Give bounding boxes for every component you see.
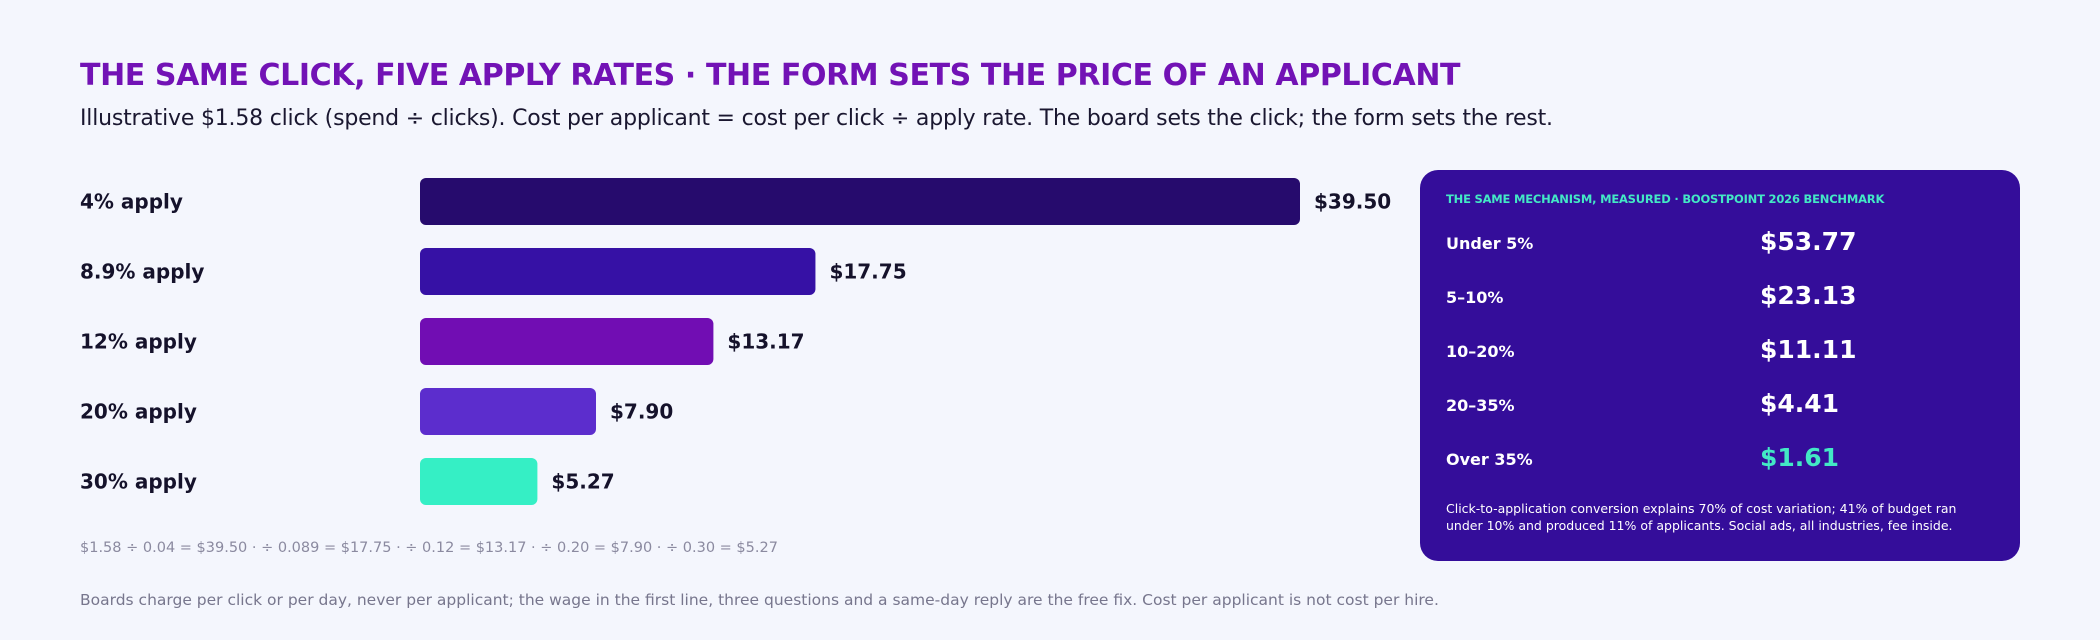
benchmark-row-value: $53.77: [1760, 227, 1857, 256]
benchmark-row: 5–10% $23.13: [1446, 274, 1994, 328]
bar: [420, 318, 714, 365]
benchmark-note: Click-to-application conversion explains…: [1446, 501, 1957, 533]
benchmark-row-value: $23.13: [1760, 281, 1857, 310]
bar-chart: 4% apply $39.50 8.9% apply $17.75 12% apply $…: [80, 178, 1391, 505]
chart-subtitle: Illustrative $1.58 click (spend ÷ clicks…: [80, 106, 1553, 131]
bar: [420, 388, 596, 435]
bars-layer: 4% apply $39.50 8.9% apply $17.75 12% apply $…: [80, 178, 1391, 505]
benchmark-row-label: 20–35%: [1446, 396, 1515, 415]
bar-value-label: $7.90: [610, 400, 673, 424]
benchmark-row-value: $4.41: [1760, 389, 1840, 418]
benchmark-row: Under 5% $53.77: [1446, 220, 1994, 274]
bar: [420, 178, 1300, 225]
benchmark-row: Over 35% $1.61: [1446, 436, 1994, 490]
bar-value-label: $13.17: [727, 330, 804, 354]
formula-line: $1.58 ÷ 0.04 = $39.50 · ÷ 0.089 = $17.75…: [80, 540, 778, 556]
benchmark-row-value-highlight: $1.61: [1760, 443, 1840, 472]
category-label: 12% apply: [80, 330, 197, 354]
benchmark-row-value: $11.11: [1760, 335, 1857, 364]
category-label: 8.9% apply: [80, 260, 204, 284]
bar-value-label: $5.27: [551, 470, 614, 494]
bar-value-label: $17.75: [829, 260, 906, 284]
benchmark-row: 10–20% $11.11: [1446, 328, 1994, 382]
benchmark-row-label: 5–10%: [1446, 288, 1504, 307]
benchmark-panel-title: THE SAME MECHANISM, MEASURED · BOOSTPOIN…: [1446, 192, 1885, 206]
benchmark-panel: THE SAME MECHANISM, MEASURED · BOOSTPOIN…: [1420, 170, 2020, 561]
benchmark-rows: Under 5% $53.77 5–10% $23.13 10–20% $11.…: [1446, 220, 1994, 490]
benchmark-row-label: 10–20%: [1446, 342, 1515, 361]
benchmark-row: 20–35% $4.41: [1446, 382, 1994, 436]
benchmark-row-label: Under 5%: [1446, 234, 1534, 253]
bar: [420, 248, 816, 295]
category-label: 4% apply: [80, 190, 183, 214]
bar-value-label: $39.50: [1314, 190, 1391, 214]
benchmark-row-label: Over 35%: [1446, 450, 1533, 469]
category-label: 20% apply: [80, 400, 197, 424]
footnote: Boards charge per click or per day, neve…: [80, 591, 1439, 609]
category-label: 30% apply: [80, 470, 197, 494]
bar: [420, 458, 538, 505]
chart-title: THE SAME CLICK, FIVE APPLY RATES · THE F…: [80, 58, 1461, 93]
